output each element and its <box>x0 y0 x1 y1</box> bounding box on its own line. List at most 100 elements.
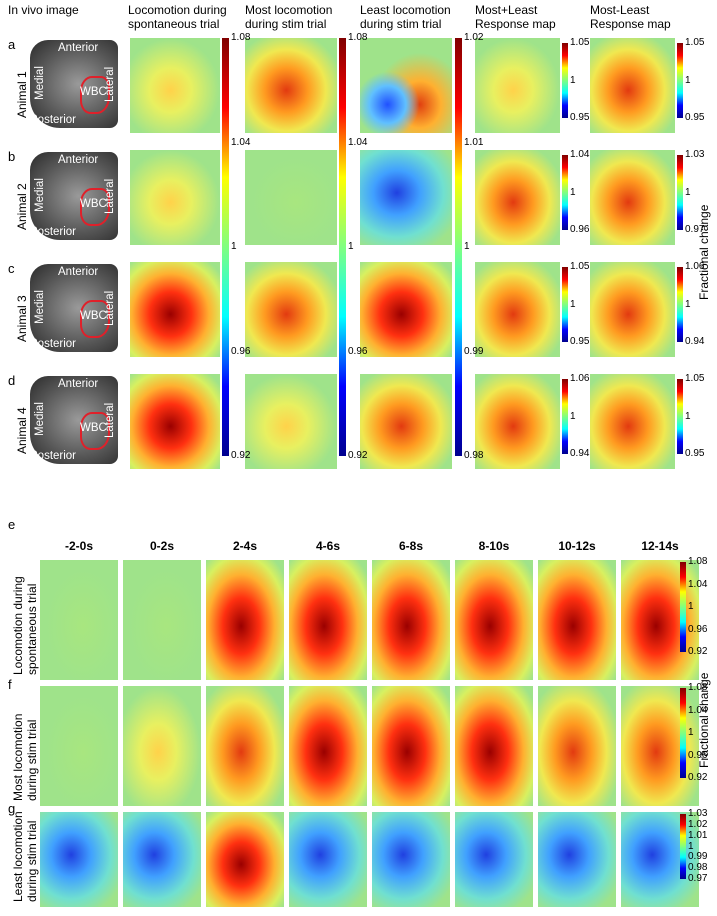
response-map <box>372 812 450 907</box>
colorbar-label: 0.96 <box>688 623 708 635</box>
response-map <box>475 38 560 133</box>
colorbar-label: 1 <box>685 186 691 198</box>
colorbar-label: 0.96 <box>570 224 590 235</box>
response-map <box>590 262 675 357</box>
time-header: 2-4s <box>232 539 258 553</box>
response-map <box>245 262 337 357</box>
colorbar-label: 1.01 <box>464 136 484 148</box>
colorbar-label: 1 <box>685 74 691 86</box>
row-label: Animal 1 <box>15 71 29 118</box>
colorbar-label: 1 <box>464 241 470 252</box>
colorbar-label: 1.01 <box>688 829 708 841</box>
side-label: Fractional change <box>697 204 711 300</box>
colorbar-label: 0.96 <box>231 345 251 357</box>
colorbar-label: 1.04 <box>688 704 708 716</box>
panel-label: c <box>8 261 15 276</box>
colorbar-label: 1.03 <box>688 808 708 819</box>
image-label: Posterior <box>30 338 77 350</box>
colorbar-label: 1.08 <box>231 32 251 43</box>
colorbar <box>562 379 568 454</box>
column-header: during stim trial <box>245 17 327 31</box>
response-map <box>40 560 118 680</box>
response-map <box>538 686 616 806</box>
column-header: Most+Least <box>475 3 538 17</box>
colorbar-label: 0.92 <box>348 450 368 461</box>
colorbar-label: 0.95 <box>685 448 705 459</box>
row-label: Least locomotion <box>11 811 25 902</box>
colorbar <box>680 688 686 778</box>
image-label: WBC <box>80 310 107 322</box>
colorbar <box>455 38 462 456</box>
response-map <box>360 374 452 469</box>
colorbar-label: 1 <box>688 840 694 852</box>
colorbar-label: 1 <box>685 410 691 422</box>
colorbar-label: 1.05 <box>570 261 590 272</box>
panel-label: g <box>8 801 16 816</box>
image-label: Anterior <box>58 266 99 278</box>
wbc-outline <box>80 76 110 114</box>
colorbar-label: 0.99 <box>688 851 708 863</box>
colorbar-label: 1.08 <box>688 682 708 693</box>
colorbar <box>680 562 686 652</box>
response-map <box>360 262 452 357</box>
colorbar-label: 1.06 <box>570 373 590 384</box>
response-map <box>130 374 220 469</box>
response-map <box>40 812 118 907</box>
colorbar-label: 1.04 <box>570 149 590 160</box>
image-label: WBC <box>80 86 107 98</box>
time-header: 12-14s <box>641 539 679 553</box>
colorbar-label: 0.95 <box>570 112 590 123</box>
response-map <box>621 560 699 680</box>
response-map <box>455 560 533 680</box>
response-map <box>40 686 118 806</box>
response-map <box>206 686 284 806</box>
response-map <box>475 262 560 357</box>
wbc-outline <box>80 300 110 338</box>
panel-label: f <box>8 677 12 692</box>
colorbar-label: 1 <box>348 241 354 252</box>
response-map <box>130 262 220 357</box>
side-label: Fractional change <box>697 672 711 768</box>
response-map <box>455 812 533 907</box>
response-map <box>621 686 699 806</box>
response-map <box>123 686 201 806</box>
response-map <box>372 560 450 680</box>
column-header: In vivo image <box>8 3 79 17</box>
response-map <box>538 812 616 907</box>
response-map <box>245 38 337 133</box>
colorbar <box>339 38 346 456</box>
panel-label: e <box>8 517 16 532</box>
row-label: Most locomotion <box>11 713 25 801</box>
colorbar-label: 0.99 <box>464 345 484 357</box>
time-header: 4-6s <box>315 539 341 553</box>
panel-label: b <box>8 149 16 164</box>
response-map <box>372 686 450 806</box>
colorbar-label: 1.08 <box>688 556 708 567</box>
column-header: Locomotion during <box>128 3 227 17</box>
time-header: 8-10s <box>478 539 510 553</box>
wbc-outline <box>80 188 110 226</box>
colorbar <box>562 43 568 118</box>
response-map <box>123 560 201 680</box>
colorbar <box>677 267 683 342</box>
colorbar-label: 0.95 <box>685 112 705 123</box>
response-map <box>475 374 560 469</box>
colorbar-label: 0.95 <box>570 336 590 347</box>
colorbar <box>222 38 229 456</box>
response-map <box>289 812 367 907</box>
response-map <box>123 812 201 907</box>
response-map <box>289 686 367 806</box>
panel-label: a <box>8 37 16 52</box>
colorbar-label: 1 <box>688 601 694 612</box>
time-header: 6-8s <box>398 539 424 553</box>
response-map <box>360 38 452 133</box>
image-label: Posterior <box>30 226 77 238</box>
colorbar-label: 0.94 <box>570 448 590 459</box>
time-header: -2-0s <box>64 539 93 553</box>
colorbar-label: 0.98 <box>688 862 708 874</box>
colorbar-label: 1.04 <box>348 136 368 148</box>
row-label: Animal 4 <box>15 407 29 454</box>
response-map <box>289 560 367 680</box>
wbc-outline <box>80 412 110 450</box>
